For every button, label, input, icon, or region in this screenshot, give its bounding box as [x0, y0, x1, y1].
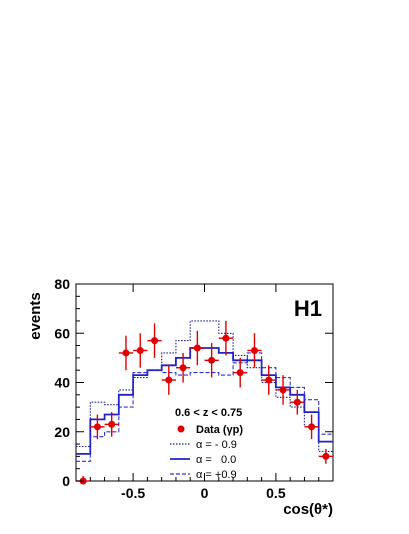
y-tick-label: 60 — [54, 325, 70, 341]
data-point — [118, 335, 134, 371]
data-point — [275, 375, 291, 405]
y-tick-label: 0 — [62, 473, 70, 489]
data-marker — [193, 344, 201, 352]
data-marker — [293, 398, 301, 406]
legend-data-label: Data (γp) — [196, 424, 243, 436]
data-marker — [265, 376, 273, 384]
data-marker — [308, 423, 316, 431]
data-point — [175, 352, 191, 383]
data-marker — [236, 369, 244, 377]
data-point — [161, 365, 176, 395]
legend-alpha-zero-label: α = 0.0 — [196, 454, 236, 466]
data-marker — [322, 452, 330, 460]
data-point — [76, 476, 91, 485]
data-point — [261, 365, 276, 395]
data-marker — [250, 346, 258, 354]
data-marker — [165, 376, 173, 384]
data-marker — [108, 420, 116, 428]
data-points-layer — [76, 320, 333, 485]
data-marker — [93, 423, 101, 431]
data-point — [133, 333, 148, 368]
legend-alpha-plus-label: α = +0.9 — [196, 469, 237, 481]
data-point — [318, 448, 333, 464]
x-tick-label: -0.5 — [121, 485, 145, 501]
data-point — [204, 343, 219, 378]
legend-alpha-minus-label: α = - 0.9 — [196, 439, 237, 451]
y-axis-title: events — [27, 292, 44, 340]
data-marker — [179, 364, 187, 372]
data-point — [104, 412, 119, 437]
cut-label: 0.6 < z < 0.75 — [175, 407, 242, 419]
data-point — [90, 414, 105, 440]
x-tick-label: 0.5 — [266, 485, 286, 501]
legend-data-marker — [177, 425, 185, 433]
data-point — [190, 330, 205, 366]
data-point — [304, 414, 319, 440]
data-point — [218, 320, 234, 356]
data-point — [290, 389, 305, 415]
y-tick-label: 80 — [54, 276, 70, 292]
data-marker — [208, 356, 216, 364]
data-marker — [136, 346, 144, 354]
x-tick-label: 0 — [201, 485, 209, 501]
data-point — [247, 333, 262, 368]
data-point — [233, 357, 248, 388]
legend: 0.6 < z < 0.75 Data (γp) α = - 0.9 α = 0… — [170, 407, 243, 481]
y-tick-label: 20 — [54, 424, 70, 440]
data-marker — [151, 337, 159, 345]
experiment-label: H1 — [294, 296, 322, 321]
axis-ticks-layer: 0 20 40 60 80 -0.5 0 0.5 — [54, 276, 333, 501]
data-point — [147, 323, 162, 358]
y-tick-label: 40 — [54, 375, 70, 391]
data-marker — [122, 349, 130, 357]
x-axis-title: cos(θ*) — [283, 501, 333, 518]
data-marker — [222, 334, 230, 342]
data-marker — [279, 386, 287, 394]
